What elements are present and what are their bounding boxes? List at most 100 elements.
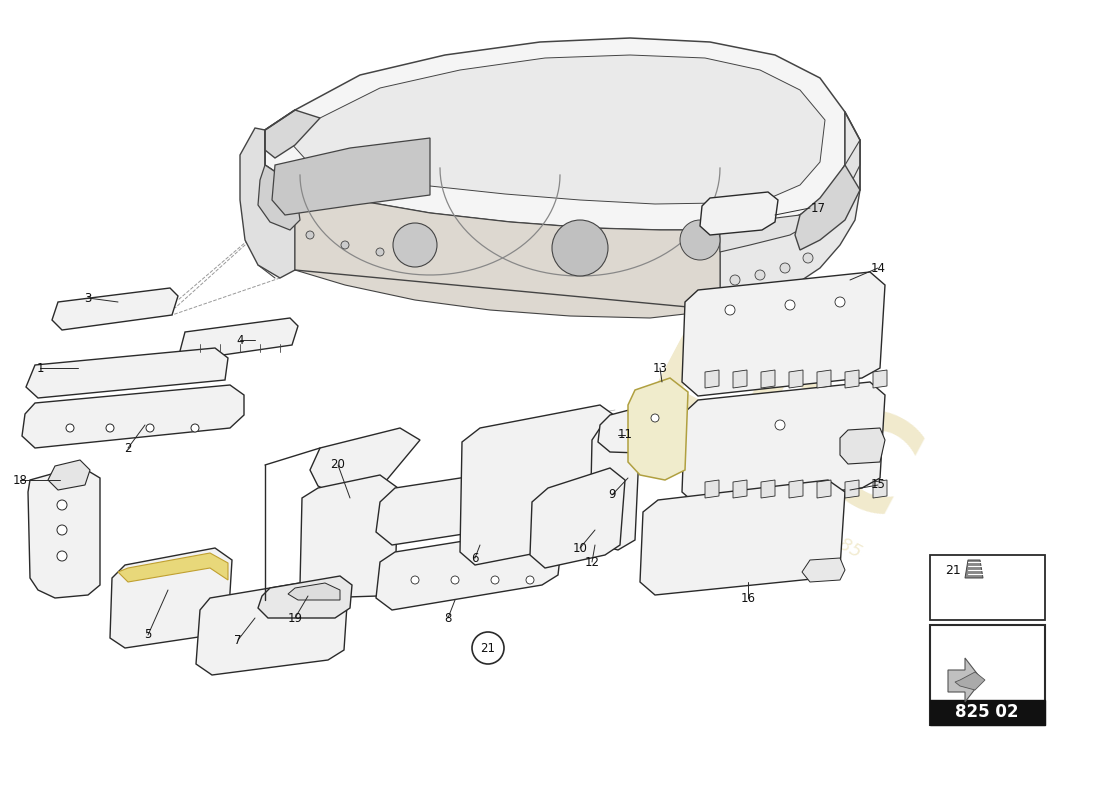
Circle shape — [526, 576, 534, 584]
Text: 4: 4 — [236, 334, 244, 346]
Polygon shape — [376, 465, 562, 545]
Polygon shape — [196, 578, 348, 675]
Circle shape — [146, 424, 154, 432]
Polygon shape — [682, 272, 886, 396]
Circle shape — [785, 300, 795, 310]
Text: 14: 14 — [870, 262, 886, 274]
Polygon shape — [840, 428, 886, 464]
Polygon shape — [240, 128, 295, 278]
Text: 8: 8 — [444, 611, 452, 625]
Polygon shape — [795, 165, 860, 250]
Polygon shape — [310, 428, 420, 498]
Polygon shape — [733, 370, 747, 388]
Circle shape — [57, 525, 67, 535]
Polygon shape — [640, 480, 845, 595]
Polygon shape — [720, 112, 860, 310]
Circle shape — [341, 241, 349, 249]
Polygon shape — [700, 192, 778, 235]
Text: 15: 15 — [870, 478, 886, 491]
FancyBboxPatch shape — [930, 625, 1045, 725]
Polygon shape — [258, 576, 352, 618]
Polygon shape — [265, 110, 320, 158]
Polygon shape — [52, 288, 178, 330]
Polygon shape — [110, 548, 232, 648]
Circle shape — [191, 424, 199, 432]
Text: 21: 21 — [945, 563, 960, 577]
Text: 5: 5 — [144, 629, 152, 642]
Text: a passion for parts since 1985: a passion for parts since 1985 — [616, 418, 865, 562]
Polygon shape — [965, 560, 983, 578]
Circle shape — [552, 220, 608, 276]
Circle shape — [411, 576, 419, 584]
Text: 3: 3 — [85, 291, 91, 305]
Polygon shape — [295, 185, 720, 318]
Polygon shape — [720, 140, 860, 252]
Circle shape — [651, 414, 659, 422]
Polygon shape — [22, 385, 244, 448]
Circle shape — [725, 305, 735, 315]
Text: 18: 18 — [12, 474, 28, 486]
Text: 9: 9 — [608, 489, 616, 502]
Circle shape — [472, 632, 504, 664]
Text: 16: 16 — [740, 591, 756, 605]
Polygon shape — [705, 370, 719, 388]
Polygon shape — [300, 475, 398, 598]
Polygon shape — [873, 480, 887, 498]
Polygon shape — [590, 420, 640, 550]
Polygon shape — [761, 370, 776, 388]
Polygon shape — [705, 480, 719, 498]
Polygon shape — [682, 382, 886, 506]
Polygon shape — [265, 38, 845, 230]
FancyBboxPatch shape — [930, 555, 1045, 620]
Polygon shape — [258, 165, 300, 230]
Circle shape — [755, 270, 764, 280]
Text: EPC: EPC — [625, 307, 935, 553]
Polygon shape — [48, 460, 90, 490]
Polygon shape — [376, 528, 562, 610]
Text: 17: 17 — [811, 202, 825, 214]
Polygon shape — [28, 466, 100, 598]
Polygon shape — [802, 558, 845, 582]
Circle shape — [491, 576, 499, 584]
Text: 21: 21 — [481, 642, 495, 654]
Circle shape — [730, 275, 740, 285]
Circle shape — [393, 223, 437, 267]
Text: 10: 10 — [573, 542, 587, 554]
Text: 13: 13 — [652, 362, 668, 374]
Polygon shape — [948, 658, 982, 702]
Polygon shape — [628, 378, 688, 480]
Circle shape — [803, 253, 813, 263]
Text: 11: 11 — [617, 429, 632, 442]
Polygon shape — [26, 348, 228, 398]
Text: 20: 20 — [331, 458, 345, 471]
Circle shape — [780, 263, 790, 273]
Polygon shape — [817, 480, 830, 498]
Polygon shape — [180, 318, 298, 360]
Polygon shape — [530, 468, 625, 568]
Polygon shape — [598, 405, 660, 453]
Polygon shape — [272, 138, 430, 215]
Circle shape — [451, 576, 459, 584]
Polygon shape — [118, 553, 228, 582]
Text: 12: 12 — [584, 555, 600, 569]
Circle shape — [776, 420, 785, 430]
Circle shape — [376, 248, 384, 256]
Polygon shape — [733, 480, 747, 498]
Polygon shape — [761, 480, 776, 498]
Polygon shape — [845, 480, 859, 498]
Polygon shape — [789, 480, 803, 498]
Circle shape — [57, 500, 67, 510]
Text: 6: 6 — [471, 551, 478, 565]
Text: 19: 19 — [287, 611, 303, 625]
Polygon shape — [290, 55, 825, 204]
Polygon shape — [288, 583, 340, 600]
Text: 1: 1 — [36, 362, 44, 374]
Polygon shape — [873, 370, 887, 388]
Circle shape — [66, 424, 74, 432]
Polygon shape — [460, 405, 618, 565]
Circle shape — [57, 551, 67, 561]
Polygon shape — [845, 370, 859, 388]
Circle shape — [306, 231, 313, 239]
Polygon shape — [789, 370, 803, 388]
Polygon shape — [955, 672, 984, 690]
